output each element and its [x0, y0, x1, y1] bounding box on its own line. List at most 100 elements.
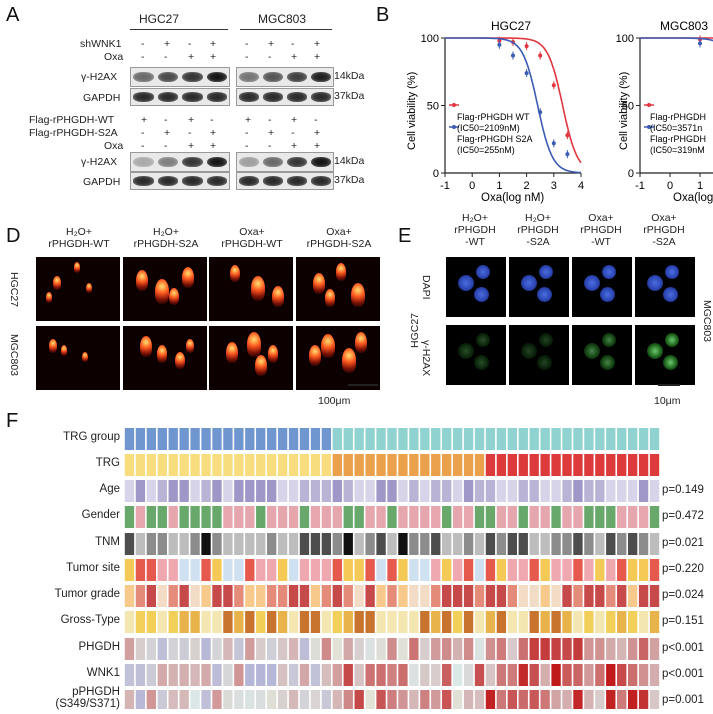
cell-site — [288, 559, 299, 581]
cell-trg — [343, 454, 353, 476]
oxa1-sign: + — [291, 51, 298, 63]
cell-age — [584, 480, 594, 502]
cell-gender — [606, 506, 616, 528]
shwnk1-sign: - — [188, 38, 192, 50]
blot-band — [206, 92, 227, 102]
cell-trg-group — [606, 428, 616, 450]
cell-gross — [606, 611, 616, 633]
comet-spot — [156, 345, 167, 363]
cell-gender — [288, 506, 299, 528]
cell-expression — [212, 664, 222, 686]
cell-age — [551, 480, 561, 502]
cell-expression — [234, 638, 244, 660]
shwnk1-sign: + — [210, 38, 217, 50]
comet-assay-image — [209, 326, 293, 390]
cell-age — [431, 480, 441, 502]
cell-trg-group — [124, 428, 135, 450]
cell-trg-group — [245, 428, 255, 450]
cell-expression — [463, 638, 474, 660]
cell-age — [463, 480, 474, 502]
cell-grade — [376, 585, 386, 607]
cell-gender — [365, 506, 375, 528]
cell-gross — [507, 611, 517, 633]
blot-band — [287, 92, 307, 102]
cell-trg-group — [485, 428, 496, 450]
cell-trg — [190, 454, 200, 476]
dapi-image — [572, 257, 632, 317]
cell-expression — [201, 638, 211, 660]
cell-grade — [365, 585, 375, 607]
blot-band — [311, 176, 331, 186]
cell-trg — [212, 454, 222, 476]
label-flag-s2a: Flag-rPHGDH-S2A — [29, 127, 118, 139]
cell-site — [376, 559, 386, 581]
cell-nucleus — [458, 275, 474, 291]
comet-spot — [325, 289, 336, 307]
blot-band — [182, 156, 203, 168]
cell-expression — [606, 690, 616, 709]
legend-r-wt-name: Flag-rPHGDH — [650, 112, 706, 122]
y-tick-label: 0 — [628, 168, 634, 180]
cell-expression — [332, 638, 342, 660]
cell-site — [540, 559, 550, 581]
cell-gross — [529, 611, 539, 633]
cell-expression — [256, 664, 266, 686]
cell-trg — [463, 454, 474, 476]
cell-nucleus — [521, 275, 537, 291]
cell-site — [584, 559, 594, 581]
heatmap-row-label: TNM — [95, 536, 120, 548]
cell-gross — [343, 611, 353, 633]
cell-gender — [179, 506, 189, 528]
cell-gross — [595, 611, 605, 633]
cell-site — [168, 559, 178, 581]
cell-tnm — [595, 533, 605, 555]
comet-spot — [312, 273, 325, 294]
cell-expression — [595, 664, 605, 686]
cell-grade — [540, 585, 550, 607]
cell-expression — [562, 638, 572, 660]
cell-age — [507, 480, 517, 502]
cell-expression — [168, 664, 178, 686]
cell-tnm — [420, 533, 430, 555]
cell-trg — [452, 454, 463, 476]
cell-expression — [442, 638, 452, 660]
cell-nucleus — [647, 275, 663, 291]
shwnk1-sign: + — [268, 38, 275, 50]
cell-site — [573, 559, 583, 581]
cell-gross — [321, 611, 332, 633]
data-point — [524, 44, 529, 49]
comet-spot — [225, 342, 238, 363]
cell-grade — [573, 585, 583, 607]
cell-grade — [474, 585, 485, 607]
cell-expression — [431, 638, 441, 660]
cell-grade — [332, 585, 342, 607]
heatmap-row-label: TRG group — [63, 431, 120, 443]
cell-tnm — [638, 533, 649, 555]
cell-grade — [179, 585, 189, 607]
blot-band — [239, 71, 259, 83]
cell-grade — [518, 585, 528, 607]
cell-gross — [223, 611, 233, 633]
comet-assay-image — [123, 326, 207, 390]
dapi-image — [446, 257, 506, 317]
oxa1-sign: + — [210, 51, 217, 63]
x-tick-label: 1 — [496, 180, 502, 192]
kda-37-2: 37kDa — [334, 174, 365, 186]
dapi-image — [635, 257, 695, 317]
cell-trg — [551, 454, 561, 476]
legend-s2a-name: Flag-rPHGDH S2A — [457, 134, 533, 144]
cell-age — [496, 480, 507, 502]
shwnk1-sign: - — [291, 38, 295, 50]
cell-expression — [256, 638, 266, 660]
cell-gross — [431, 611, 441, 633]
cell-grade — [168, 585, 178, 607]
cell-trg-group — [452, 428, 463, 450]
cell-trg — [354, 454, 364, 476]
cell-tnm — [627, 533, 638, 555]
kda-37-1: 37kDa — [334, 90, 365, 102]
cell-age — [343, 480, 353, 502]
cell-age — [212, 480, 222, 502]
cell-site — [431, 559, 441, 581]
cell-site — [332, 559, 342, 581]
shwnk1-sign: - — [245, 38, 249, 50]
